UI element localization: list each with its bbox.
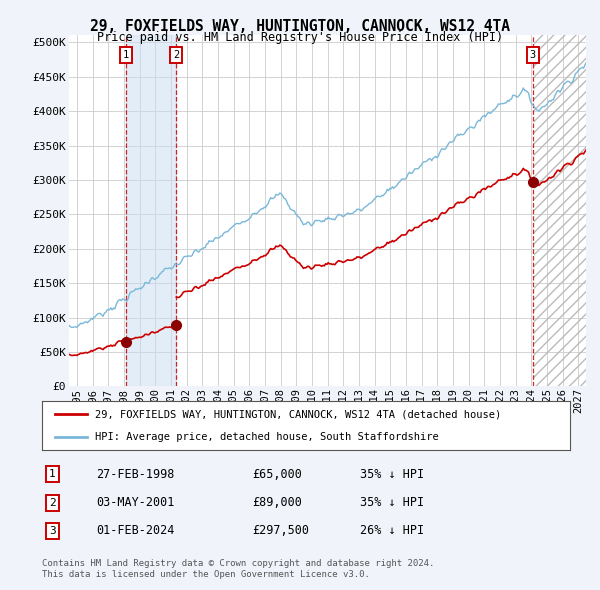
Bar [533,35,586,386]
Text: 35% ↓ HPI: 35% ↓ HPI [360,468,424,481]
Text: 26% ↓ HPI: 26% ↓ HPI [360,525,424,537]
Text: 1: 1 [49,470,56,479]
Text: 29, FOXFIELDS WAY, HUNTINGTON, CANNOCK, WS12 4TA (detached house): 29, FOXFIELDS WAY, HUNTINGTON, CANNOCK, … [95,409,501,419]
Text: 3: 3 [529,50,536,60]
Text: £65,000: £65,000 [252,468,302,481]
Text: 01-FEB-2024: 01-FEB-2024 [96,525,175,537]
Text: Contains HM Land Registry data © Crown copyright and database right 2024.
This d: Contains HM Land Registry data © Crown c… [42,559,434,579]
Text: 1: 1 [123,50,130,60]
Bar [126,35,176,386]
Text: 03-MAY-2001: 03-MAY-2001 [96,496,175,509]
Text: 2: 2 [173,50,179,60]
Text: 29, FOXFIELDS WAY, HUNTINGTON, CANNOCK, WS12 4TA: 29, FOXFIELDS WAY, HUNTINGTON, CANNOCK, … [90,19,510,34]
Text: 35% ↓ HPI: 35% ↓ HPI [360,496,424,509]
Text: 27-FEB-1998: 27-FEB-1998 [96,468,175,481]
Text: £297,500: £297,500 [252,525,309,537]
Text: Price paid vs. HM Land Registry's House Price Index (HPI): Price paid vs. HM Land Registry's House … [97,31,503,44]
Text: 2: 2 [49,498,56,507]
Text: 3: 3 [49,526,56,536]
Text: £89,000: £89,000 [252,496,302,509]
Text: HPI: Average price, detached house, South Staffordshire: HPI: Average price, detached house, Sout… [95,431,439,441]
